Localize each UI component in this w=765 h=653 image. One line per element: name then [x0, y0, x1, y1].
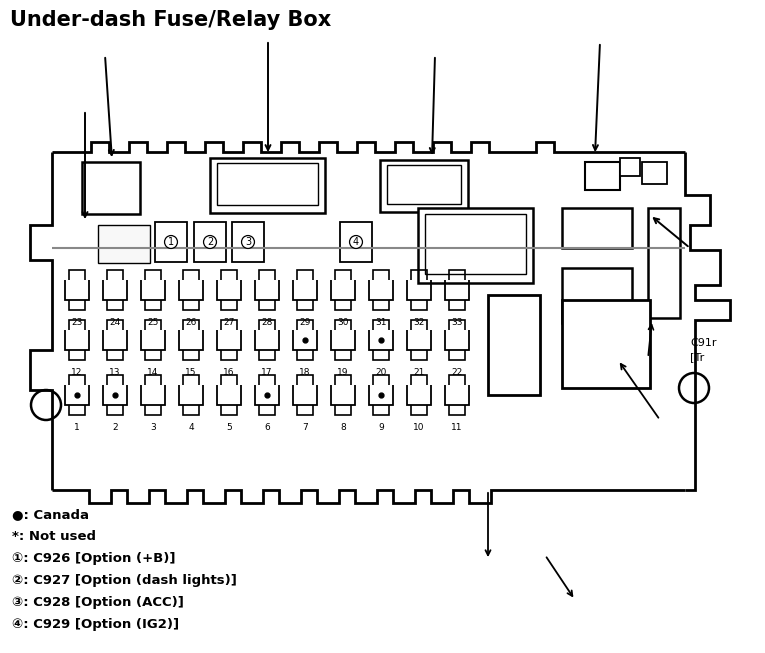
Text: ③: C928 [Option (ACC)]: ③: C928 [Option (ACC)]: [12, 596, 184, 609]
Text: 28: 28: [262, 318, 272, 327]
Text: 13: 13: [109, 368, 121, 377]
Bar: [642, 162, 667, 184]
Text: 8: 8: [340, 423, 346, 432]
Text: 15: 15: [185, 368, 197, 377]
Text: 26: 26: [185, 318, 197, 327]
Text: 17: 17: [262, 368, 273, 377]
Text: ①: C926 [Option (+B)]: ①: C926 [Option (+B)]: [12, 552, 175, 565]
Text: 27: 27: [223, 318, 235, 327]
Text: 30: 30: [337, 318, 349, 327]
Bar: [562, 268, 632, 323]
Bar: [232, 222, 264, 262]
Bar: [488, 295, 540, 395]
Text: 4: 4: [188, 423, 194, 432]
Text: 1: 1: [168, 237, 174, 247]
Bar: [418, 208, 533, 283]
Bar: [425, 214, 526, 274]
Text: 3: 3: [150, 423, 156, 432]
Text: 24: 24: [109, 318, 121, 327]
Bar: [648, 208, 680, 318]
Text: 6: 6: [264, 423, 270, 432]
Text: 9: 9: [378, 423, 384, 432]
Bar: [82, 162, 140, 214]
Bar: [585, 162, 620, 190]
Text: 31: 31: [376, 318, 387, 327]
Text: 10: 10: [413, 423, 425, 432]
Bar: [98, 225, 150, 263]
Text: 21: 21: [413, 368, 425, 377]
Text: 16: 16: [223, 368, 235, 377]
Text: 22: 22: [451, 368, 463, 377]
Bar: [562, 300, 650, 388]
Bar: [620, 158, 640, 176]
Bar: [155, 222, 187, 262]
Bar: [210, 158, 325, 213]
Text: 32: 32: [413, 318, 425, 327]
Text: 1: 1: [74, 423, 80, 432]
Text: 2: 2: [207, 237, 213, 247]
Text: 19: 19: [337, 368, 349, 377]
Text: 18: 18: [299, 368, 311, 377]
Text: 7: 7: [302, 423, 308, 432]
Text: 14: 14: [148, 368, 158, 377]
Text: 23: 23: [71, 318, 83, 327]
Text: 25: 25: [148, 318, 158, 327]
Bar: [217, 163, 318, 205]
Text: 5: 5: [226, 423, 232, 432]
Text: ●: Canada: ●: Canada: [12, 508, 89, 521]
Bar: [340, 222, 372, 262]
Bar: [387, 165, 461, 204]
Text: 12: 12: [71, 368, 83, 377]
Bar: [562, 208, 632, 248]
Text: 4: 4: [353, 237, 359, 247]
Bar: [194, 222, 226, 262]
Text: C91r
[Tr: C91r [Tr: [690, 338, 717, 362]
Text: 29: 29: [299, 318, 311, 327]
Text: 20: 20: [376, 368, 386, 377]
Text: 33: 33: [451, 318, 463, 327]
Text: ②: C927 [Option (dash lights)]: ②: C927 [Option (dash lights)]: [12, 574, 237, 587]
Text: 3: 3: [245, 237, 251, 247]
Text: ④: C929 [Option (IG2)]: ④: C929 [Option (IG2)]: [12, 618, 179, 631]
Text: *: Not used: *: Not used: [12, 530, 96, 543]
Text: Under-dash Fuse/Relay Box: Under-dash Fuse/Relay Box: [10, 10, 331, 30]
Bar: [380, 160, 468, 212]
Text: 2: 2: [112, 423, 118, 432]
Text: 11: 11: [451, 423, 463, 432]
